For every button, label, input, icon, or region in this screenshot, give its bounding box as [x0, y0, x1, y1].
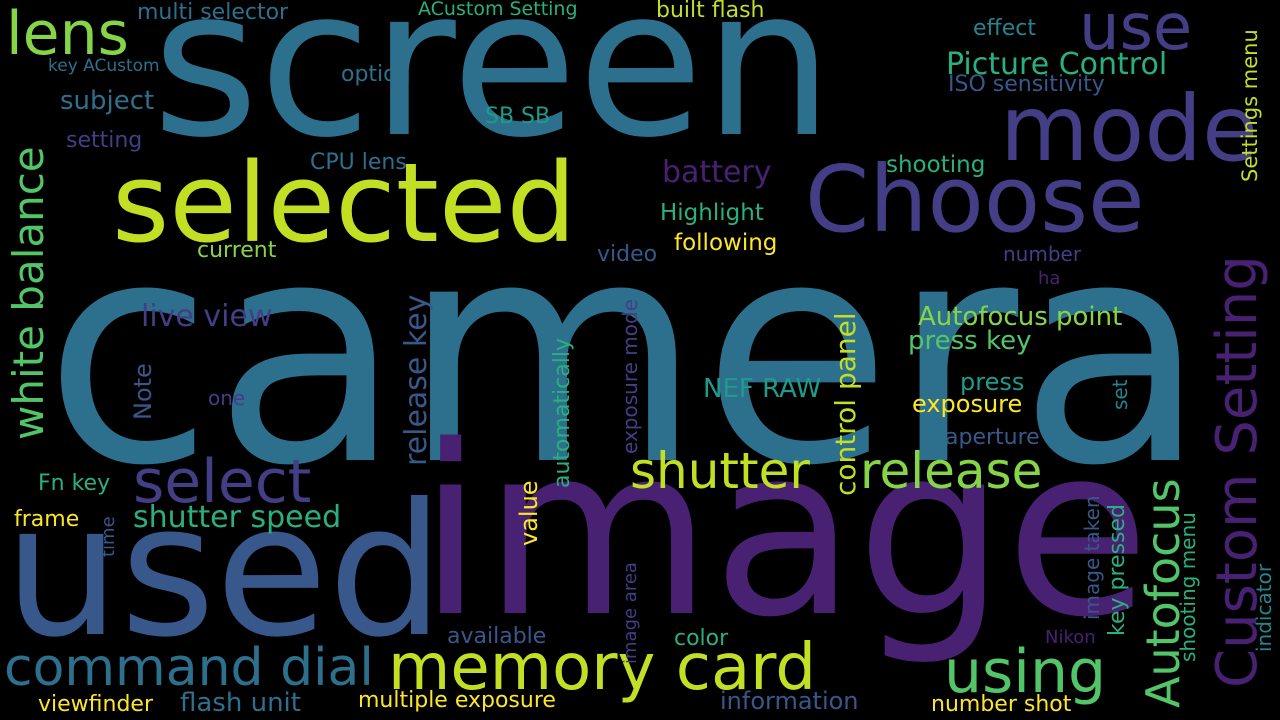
word-number: number: [1003, 242, 1082, 266]
word-use: use: [1079, 0, 1193, 65]
word-camera: camera: [44, 174, 1207, 533]
word-nikon: Nikon: [1045, 627, 1096, 648]
word-nef-raw: NEF RAW: [703, 374, 822, 404]
word-multi-selector: multi selector: [137, 0, 289, 25]
word-screen: screen: [152, 0, 834, 183]
word-value: value: [515, 480, 543, 546]
word-following: following: [674, 230, 778, 256]
word-lens: lens: [6, 0, 129, 69]
word-frame: frame: [14, 507, 80, 532]
word-effect: effect: [973, 16, 1036, 41]
word-battery: battery: [662, 155, 772, 190]
word-using: using: [944, 637, 1107, 707]
word-press: press: [960, 368, 1025, 396]
word-cpu-lens: CPU lens: [310, 150, 407, 175]
word-set: set: [1108, 379, 1132, 410]
word-release-key: release key: [399, 294, 434, 466]
word-press-key: press key: [908, 326, 1032, 356]
word-used: used: [4, 465, 445, 678]
word-sb-sb: SB SB: [485, 104, 551, 129]
word-exposure-mode: exposure mode: [618, 299, 642, 454]
word-number-shot: number shot: [931, 692, 1072, 717]
word-ha: ha: [1038, 268, 1061, 289]
word-shooting: shooting: [886, 152, 986, 178]
word-picture-control: Picture Control: [946, 47, 1168, 82]
word-select: select: [133, 447, 312, 517]
word-aperture: aperture: [945, 425, 1040, 450]
word-shutter: shutter: [630, 442, 810, 500]
word-shooting-menu: shooting menu: [1176, 512, 1200, 662]
word-autofocus-point: Autofocus point: [918, 302, 1123, 332]
word-white-balance: white balance: [4, 146, 53, 440]
word-setting: setting: [66, 128, 143, 153]
word-current: current: [197, 238, 277, 263]
word-image: image: [418, 396, 1150, 669]
word-memory-card: memory card: [388, 631, 816, 705]
word-color: color: [674, 626, 729, 651]
word-command-dial: command dial: [4, 638, 374, 698]
word-live-view: live view: [141, 299, 273, 334]
word-multiple-exposure: multiple exposure: [358, 688, 556, 713]
word-available: available: [447, 624, 547, 649]
word-control-panel: control panel: [829, 312, 862, 496]
word-mode: mode: [1000, 77, 1259, 182]
word-information: information: [720, 687, 859, 715]
word-video: video: [597, 242, 658, 267]
word-highlight: Highlight: [660, 200, 764, 226]
word-flash-unit: flash unit: [180, 688, 301, 718]
word-subject: subject: [60, 86, 155, 116]
word-viewfinder: viewfinder: [38, 692, 154, 717]
word-choose: Choose: [805, 146, 1145, 253]
word-key-acustom: key ACustom: [48, 56, 160, 76]
word-one: one: [208, 386, 246, 410]
word-fn-key: Fn key: [38, 471, 111, 496]
word-selected: selected: [112, 139, 577, 267]
word-time: time: [98, 516, 119, 557]
word-automatically: automatically: [550, 338, 575, 488]
word-indicator: indicator: [1252, 563, 1276, 652]
word-acustom-setting: ACustom Setting: [418, 0, 578, 20]
word-exposure: exposure: [912, 390, 1023, 418]
word-release: release: [860, 442, 1043, 500]
word-image-area: image area: [620, 562, 641, 664]
word-settings-menu: Settings menu: [1238, 29, 1262, 182]
word-image-taken: image taken: [1080, 495, 1104, 620]
word-key-pressed: key pressed: [1105, 504, 1130, 636]
word-option: option: [341, 62, 411, 87]
word-shutter-speed: shutter speed: [133, 500, 342, 535]
word-note: Note: [129, 363, 157, 420]
word-iso-sensitivity: ISO sensitivity: [948, 72, 1105, 97]
word-built-flash: built flash: [656, 0, 765, 23]
